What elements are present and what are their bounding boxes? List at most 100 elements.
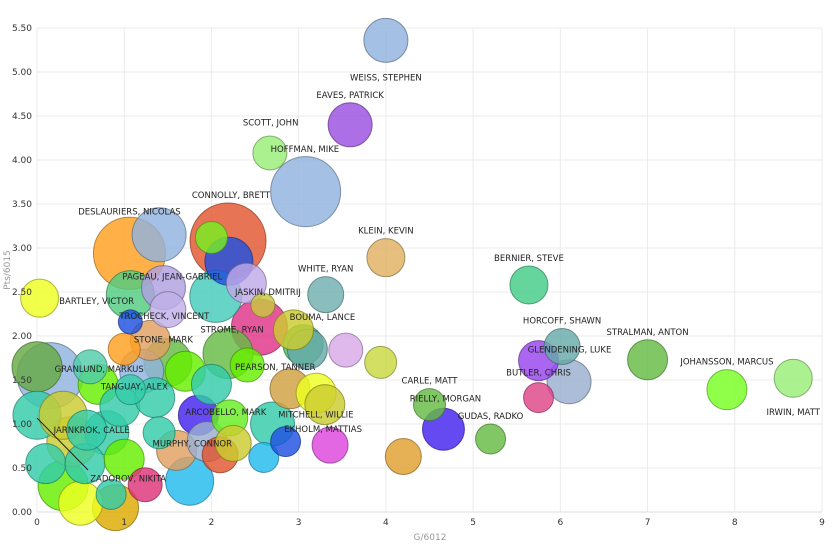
point-label: JASKIN, DMITRIJ bbox=[234, 288, 301, 298]
bubble[interactable] bbox=[95, 478, 127, 510]
y-tick-label: 1.00 bbox=[12, 420, 32, 430]
point-labels: WEISS, STEPHEN EAVES, PATRICK SCOTT, JOHN H… bbox=[53, 73, 821, 484]
y-tick-label: 0.50 bbox=[12, 464, 32, 474]
bubble-pearson-tanner[interactable] bbox=[229, 347, 265, 383]
bubble-stralman-anton[interactable] bbox=[627, 339, 669, 381]
bubble-tanguay-alex[interactable] bbox=[114, 374, 146, 406]
bubble-johansson-marcus[interactable] bbox=[706, 369, 748, 411]
bubble[interactable] bbox=[107, 332, 141, 366]
bubble-horcoff-shawn[interactable] bbox=[543, 328, 581, 366]
point-label: EAVES, PATRICK bbox=[316, 91, 384, 101]
y-tick-label: 1.50 bbox=[12, 376, 32, 386]
point-label: STRALMAN, ANTON bbox=[607, 328, 689, 338]
bubble-bouma-lance[interactable] bbox=[272, 309, 314, 351]
bubble-mitchell-willie[interactable] bbox=[304, 384, 346, 426]
x-tick-label: 5 bbox=[470, 518, 476, 528]
bubble[interactable] bbox=[149, 291, 187, 329]
point-label: HORCOFF, SHAWN bbox=[523, 317, 601, 327]
x-tick-label: 7 bbox=[645, 518, 651, 528]
x-tick-label: 8 bbox=[732, 518, 738, 528]
bubble-carle-matt[interactable] bbox=[413, 388, 446, 422]
point-label: JARNKROK, CALLE bbox=[53, 426, 130, 436]
point-label: GUDAS, RADKO bbox=[458, 412, 524, 422]
y-tick-label: 4.00 bbox=[12, 156, 32, 166]
point-label: BARTLEY, VICTOR bbox=[59, 297, 134, 307]
bubbles bbox=[11, 17, 813, 532]
bubble-ekholm-mattias[interactable] bbox=[311, 426, 349, 464]
bubble[interactable] bbox=[364, 345, 398, 379]
bubble-scott-john[interactable] bbox=[270, 156, 342, 228]
point-label: MURPHY, CONNOR bbox=[152, 439, 232, 449]
point-label: ZADOROV, NIKITA bbox=[90, 475, 166, 485]
x-tick-label: 0 bbox=[34, 518, 40, 528]
bubble[interactable] bbox=[225, 262, 267, 304]
y-axis-label: Pts/6015 bbox=[3, 250, 13, 290]
point-label: JOHANSSON, MARCUS bbox=[679, 358, 773, 368]
point-label: BERNIER, STEVE bbox=[494, 254, 564, 264]
y-tick-label: 3.00 bbox=[12, 244, 32, 254]
point-label: WEISS, STEPHEN bbox=[350, 73, 422, 83]
bubble[interactable] bbox=[194, 220, 228, 254]
bubble-white-ryan[interactable] bbox=[307, 276, 345, 314]
x-axis-label: G/6012 bbox=[414, 533, 447, 543]
x-tick-label: 3 bbox=[296, 518, 302, 528]
bubble-eaves-patrick[interactable] bbox=[327, 102, 373, 148]
point-label: PAGEAU, JEAN-GABRIEL bbox=[122, 273, 222, 283]
y-tick-label: 5.00 bbox=[12, 68, 32, 78]
y-tick-label: 2.50 bbox=[12, 288, 32, 298]
bubble-weiss-stephen[interactable] bbox=[363, 17, 409, 63]
point-label: GRANLUND, MARKUS bbox=[55, 365, 144, 375]
point-label: SCOTT, JOHN bbox=[243, 119, 299, 129]
x-tick-label: 4 bbox=[383, 518, 389, 528]
point-label: KLEIN, KEVIN bbox=[358, 227, 414, 237]
point-label: BUTLER, CHRIS bbox=[506, 369, 571, 379]
bubble-jaskin-dmitrij[interactable] bbox=[250, 292, 276, 318]
point-label: STONE, MARK bbox=[134, 335, 193, 345]
bubble-butler-chris[interactable] bbox=[523, 382, 555, 414]
y-tick-label: 4.50 bbox=[12, 112, 32, 122]
bubble-hoffman-mike[interactable] bbox=[252, 135, 288, 171]
point-label: TANGUAY, ALEX bbox=[100, 383, 168, 393]
bubble[interactable] bbox=[270, 426, 302, 458]
bubble-bartley-victor[interactable] bbox=[20, 278, 60, 318]
point-label: HOFFMAN, MIKE bbox=[271, 145, 340, 155]
point-label: TROCHECK, VINCENT bbox=[118, 312, 210, 322]
bubble[interactable] bbox=[248, 441, 280, 473]
y-axis-ticks: 0.00 0.50 1.00 1.50 2.00 2.50 3.00 3.50 4.00 4.50… bbox=[12, 24, 32, 518]
point-label: GLENDENING, LUKE bbox=[528, 346, 612, 356]
point-label: DESLAURIERS, NICOLAS bbox=[78, 207, 180, 217]
point-label: CONNOLLY, BRETT bbox=[192, 191, 271, 201]
point-label: STROME, RYAN bbox=[200, 326, 263, 336]
y-tick-label: 2.00 bbox=[12, 332, 32, 342]
point-label: IRWIN, MATT bbox=[766, 408, 820, 418]
bubble-granlund-markus[interactable] bbox=[72, 349, 108, 385]
x-tick-label: 6 bbox=[557, 518, 563, 528]
bubble[interactable] bbox=[103, 438, 145, 480]
point-label: CARLE, MATT bbox=[402, 377, 459, 387]
bubble[interactable] bbox=[384, 438, 422, 476]
y-tick-label: 3.50 bbox=[12, 200, 32, 210]
bubble[interactable] bbox=[131, 207, 187, 263]
x-tick-label: 9 bbox=[819, 518, 825, 528]
bubble-irwin-matt[interactable] bbox=[773, 358, 813, 398]
bubble[interactable] bbox=[58, 480, 104, 526]
bubble-bernier-steve[interactable] bbox=[509, 265, 549, 305]
bubble[interactable] bbox=[328, 332, 364, 368]
bubble-murphy-connor[interactable] bbox=[214, 424, 252, 462]
bubble-klein-kevin[interactable] bbox=[366, 238, 406, 278]
point-label: RIELLY, MORGAN bbox=[410, 394, 481, 404]
point-label: PEARSON, TANNER bbox=[235, 363, 315, 373]
x-axis-ticks: 0 1 2 3 4 5 6 7 8 9 bbox=[34, 518, 825, 528]
point-label: ARCOBELLO, MARK bbox=[185, 408, 266, 418]
y-tick-label: 0.00 bbox=[12, 508, 32, 518]
zadorov-leader-line bbox=[36, 417, 89, 471]
bubble[interactable] bbox=[142, 416, 176, 450]
bubble-trocheck-vincent[interactable] bbox=[117, 309, 143, 335]
bubble[interactable] bbox=[190, 363, 232, 405]
bubble-zadorov-nikita[interactable] bbox=[127, 467, 163, 503]
bubble-gudas-radko[interactable] bbox=[475, 423, 507, 455]
point-label: EKHOLM, MATTIAS bbox=[284, 425, 362, 435]
bubble-jarnkrok-calle[interactable] bbox=[66, 409, 108, 451]
y-tick-label: 5.50 bbox=[12, 24, 32, 34]
